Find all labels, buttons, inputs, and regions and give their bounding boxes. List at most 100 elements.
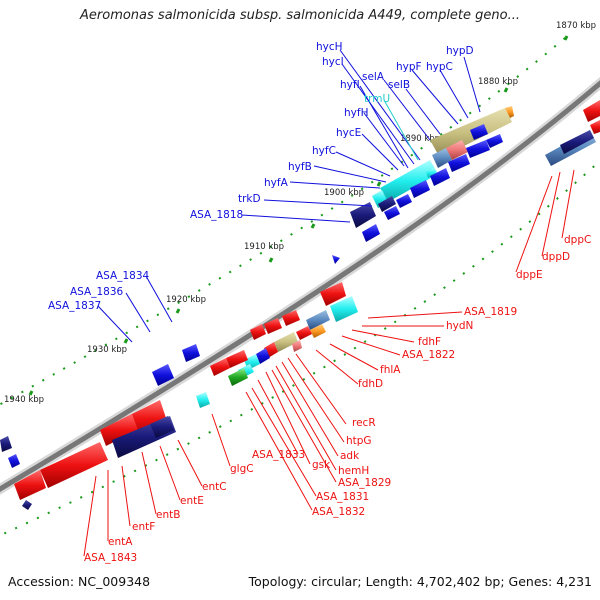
gene-arrow[interactable]	[486, 134, 503, 148]
gene-label[interactable]: fdhD	[358, 378, 383, 390]
gene-label[interactable]: ASA_1818	[190, 209, 243, 221]
right-gene-cluster[interactable]	[545, 100, 600, 166]
gene-arrow[interactable]	[583, 100, 600, 122]
gene-label[interactable]: hyfC	[312, 145, 336, 157]
gene-label[interactable]: selB	[388, 79, 410, 91]
tick-label: 1890 kbp	[400, 134, 440, 144]
gene-arrow[interactable]	[320, 282, 346, 306]
gene-label[interactable]: hemH	[338, 465, 369, 477]
gene-label[interactable]: entC	[202, 481, 227, 493]
gene-arrow[interactable]	[410, 180, 430, 198]
gene-arrow[interactable]	[380, 160, 438, 202]
gene-label[interactable]: ASA_1829	[338, 477, 391, 489]
gene-label[interactable]: hypC	[426, 61, 453, 73]
gene-arrow[interactable]	[0, 436, 12, 452]
gene-label[interactable]: fdhF	[418, 336, 441, 348]
gene-label[interactable]: dppD	[542, 251, 570, 263]
gene-label[interactable]: trmU	[364, 93, 390, 105]
gene-label[interactable]: hycI	[322, 56, 344, 68]
gene-label[interactable]: selA	[362, 71, 385, 83]
gene-arrow[interactable]	[274, 332, 298, 352]
gene-arrow[interactable]	[505, 106, 514, 118]
gene-arrow[interactable]	[228, 368, 248, 386]
gene-arrow[interactable]	[448, 154, 470, 172]
gene-arrow[interactable]	[470, 124, 488, 140]
gene-label[interactable]: entB	[156, 509, 180, 521]
gene-label[interactable]: ASA_1843	[84, 552, 137, 564]
tick-label: 1910 kbp	[244, 242, 284, 252]
gene-arrow[interactable]	[282, 310, 300, 326]
gene-arrow[interactable]	[100, 414, 138, 446]
gene-arrow[interactable]	[264, 318, 282, 334]
gene-arrow[interactable]	[310, 324, 326, 338]
gene-label[interactable]: ASA_1837	[48, 300, 101, 312]
gene-label[interactable]: adk	[340, 450, 360, 462]
gene-arrow[interactable]	[256, 348, 270, 364]
gene-arrow[interactable]	[560, 130, 594, 154]
gene-arrow[interactable]	[396, 194, 412, 208]
leader-lines-upper	[97, 49, 481, 343]
gene-label[interactable]: entF	[132, 521, 155, 533]
upper-gene-cluster[interactable]	[332, 106, 514, 264]
gene-label[interactable]: ASA_1833	[252, 449, 305, 461]
gene-arrow[interactable]	[590, 120, 600, 134]
gene-arrow[interactable]	[152, 364, 174, 386]
gene-arrow[interactable]	[350, 202, 376, 228]
gene-arrow[interactable]	[430, 168, 450, 186]
gene-label[interactable]: hyfA	[264, 177, 289, 189]
gene-arrow[interactable]	[292, 340, 302, 352]
gene-arrow[interactable]	[8, 454, 20, 468]
gene-label[interactable]: hydN	[446, 320, 473, 332]
gene-label[interactable]: trkD	[238, 193, 261, 205]
gene-label[interactable]: dppE	[516, 269, 543, 281]
lower-gene-cluster[interactable]	[0, 282, 358, 510]
tick-label: 1940 kbp	[4, 395, 44, 405]
gene-label[interactable]: ASA_1836	[70, 286, 124, 298]
gene-arrow[interactable]	[378, 196, 396, 212]
gene-label[interactable]: recR	[352, 417, 376, 429]
gene-arrow[interactable]	[14, 470, 46, 500]
leader-line	[383, 99, 419, 161]
gene-label[interactable]: hyfI	[340, 79, 360, 91]
accession-label: Accession: NC_009348	[8, 574, 151, 589]
gene-label[interactable]: hyfH	[344, 107, 368, 119]
gene-arrow[interactable]	[330, 296, 358, 322]
gene-arrow[interactable]	[466, 140, 490, 158]
gene-arrow[interactable]	[362, 224, 380, 242]
gene-label[interactable]: glgC	[230, 463, 254, 475]
gene-label[interactable]: hypF	[396, 61, 422, 73]
gene-label[interactable]: dppC	[564, 234, 591, 246]
gene-label[interactable]: entA	[108, 536, 133, 548]
gene-label[interactable]: entE	[180, 495, 204, 507]
gene-arrow[interactable]	[384, 206, 400, 220]
gene-arrow[interactable]	[150, 416, 174, 438]
gene-arrow[interactable]	[446, 140, 468, 160]
gene-arrow[interactable]	[430, 108, 512, 158]
gene-arrow[interactable]	[306, 310, 330, 330]
gene-label[interactable]: ASA_1822	[402, 349, 455, 361]
gene-arrow[interactable]	[210, 358, 230, 376]
gene-label[interactable]: hycH	[316, 41, 343, 53]
gene-arrow[interactable]	[40, 442, 108, 488]
gene-label[interactable]: ASA_1831	[316, 491, 369, 503]
gene-arrow[interactable]	[226, 350, 248, 368]
gene-arrow[interactable]	[182, 344, 200, 362]
genome-backbone	[0, 76, 600, 495]
gene-label[interactable]: ASA_1832	[312, 506, 365, 518]
gene-label[interactable]: ASA_1834	[96, 270, 150, 282]
gene-label[interactable]: hypD	[446, 45, 474, 57]
gene-label[interactable]: gsk	[312, 459, 331, 471]
gene-arrow[interactable]	[332, 255, 340, 264]
gene-arrow[interactable]	[22, 500, 32, 510]
gene-arrow[interactable]	[296, 326, 312, 340]
gene-label[interactable]: hyfB	[288, 161, 312, 173]
gene-arrow[interactable]	[196, 392, 210, 408]
gene-arrow[interactable]	[432, 148, 452, 168]
gene-label[interactable]: ASA_1819	[464, 306, 517, 318]
gene-label[interactable]: htpG	[346, 435, 372, 447]
gene-arrow[interactable]	[250, 324, 266, 340]
gene-label[interactable]: fhlA	[380, 364, 401, 376]
gene-arrow[interactable]	[426, 168, 436, 178]
gene-label[interactable]: hycE	[336, 127, 361, 139]
